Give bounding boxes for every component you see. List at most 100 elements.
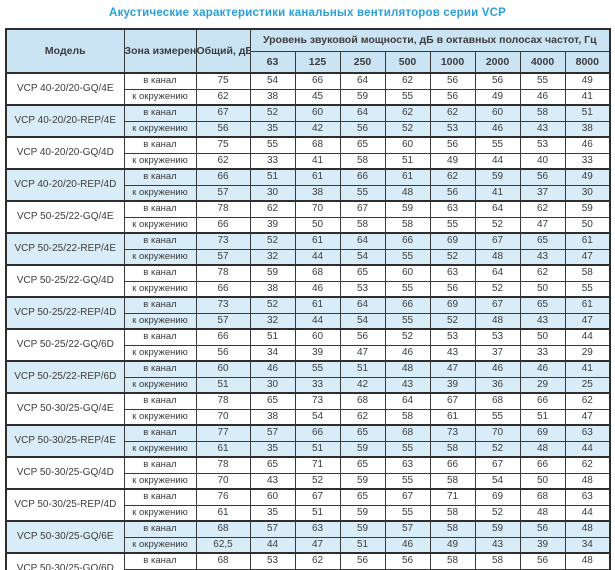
total-cell: 75 xyxy=(195,136,251,154)
band-cell: 48 xyxy=(474,248,521,266)
band-cell: 35 xyxy=(249,504,296,522)
zone-cell-to-ambient: к окружению xyxy=(123,280,197,298)
band-cell: 56 xyxy=(519,520,566,538)
table-row: VCP 50-25/22-REP/4E в канал 73 52 61 64 66 69 67… xyxy=(5,232,611,266)
total-cell: 78 xyxy=(195,264,251,282)
band-cell: 46 xyxy=(564,136,611,154)
band-cell: 48 xyxy=(564,520,611,538)
band-cell: 66 xyxy=(384,232,431,250)
band-cell: 64 xyxy=(339,104,386,122)
band-cell: 51 xyxy=(339,536,386,554)
table-row: VCP 50-25/22-GQ/4D в канал 78 59 68 65 60 63 64 6… xyxy=(5,264,611,298)
band-cell: 63 xyxy=(564,488,611,506)
band-cell: 56 xyxy=(429,88,476,106)
band-cell: 53 xyxy=(519,136,566,154)
band-cell: 55 xyxy=(384,280,431,298)
band-cell: 51 xyxy=(564,104,611,122)
band-cell: 66 xyxy=(294,424,341,442)
zone-cell-to-ambient: к окружению xyxy=(123,248,197,266)
band-cell: 51 xyxy=(249,168,296,186)
band-cell: 55 xyxy=(384,88,431,106)
zone-cell-in-duct: в канал xyxy=(123,200,197,218)
band-cell: 59 xyxy=(474,168,521,186)
band-cell: 58 xyxy=(519,104,566,122)
total-cell: 60 xyxy=(195,360,251,378)
band-cell: 34 xyxy=(249,344,296,362)
band-cell: 42 xyxy=(339,376,386,394)
zone-cell-to-ambient: к окружению xyxy=(123,472,197,490)
table-row: VCP 50-25/22-GQ/4E в канал 78 62 70 67 59 63 64 6… xyxy=(5,200,611,234)
band-cell: 53 xyxy=(429,328,476,346)
band-cell: 48 xyxy=(474,312,521,330)
band-cell: 66 xyxy=(384,296,431,314)
band-cell: 65 xyxy=(339,136,386,154)
band-cell: 44 xyxy=(249,536,296,554)
table-row: VCP 40-20/20-REP/4D в канал 66 51 61 66 61 62 59… xyxy=(5,168,611,202)
band-cell: 55 xyxy=(474,136,521,154)
model-cell: VCP 50-25/22-GQ/4E xyxy=(5,200,125,234)
band-cell: 58 xyxy=(384,408,431,426)
band-cell: 71 xyxy=(294,456,341,474)
zone-cell-in-duct: в канал xyxy=(123,552,197,570)
band-cell: 52 xyxy=(384,120,431,138)
table-row: к окружению 62,5 44 47 51 46 49 43 39 34 xyxy=(6,536,611,554)
zone-cell-to-ambient: к окружению xyxy=(123,312,197,330)
total-cell: 66 xyxy=(195,280,251,298)
band-cell: 54 xyxy=(294,408,341,426)
band-cell: 33 xyxy=(564,152,611,170)
band-cell: 46 xyxy=(474,120,521,138)
model-cell: VCP 50-25/22-GQ/6D xyxy=(5,328,125,362)
band-cell: 44 xyxy=(294,312,341,330)
band-cell: 61 xyxy=(564,232,611,250)
zone-cell-to-ambient: к окружению xyxy=(123,120,197,138)
band-cell: 66 xyxy=(429,456,476,474)
band-cell: 58 xyxy=(429,504,476,522)
table-row: VCP 40-20/20-REP/4E в канал 67 52 60 64 62 62 60… xyxy=(5,104,611,138)
band-cell: 62 xyxy=(519,264,566,282)
table-row: VCP 50-30/25-GQ/4E в канал 78 65 73 68 64 67 68 6… xyxy=(5,392,611,426)
band-cell: 49 xyxy=(429,152,476,170)
band-cell: 43 xyxy=(429,344,476,362)
band-cell: 44 xyxy=(564,440,611,458)
zone-cell-in-duct: в канал xyxy=(123,232,197,250)
band-cell: 69 xyxy=(429,296,476,314)
band-cell: 54 xyxy=(339,312,386,330)
band-cell: 62 xyxy=(429,104,476,122)
band-cell: 53 xyxy=(474,328,521,346)
band-cell: 59 xyxy=(339,504,386,522)
band-cell: 63 xyxy=(429,200,476,218)
table-row: VCP 50-30/25-GQ/4D в канал 78 65 71 65 63 66 67 6… xyxy=(5,456,611,490)
band-cell: 48 xyxy=(519,440,566,458)
band-cell: 50 xyxy=(294,216,341,234)
table-row: VCP 40-20/20-GQ/4D в канал 75 55 68 65 60 56 55 5… xyxy=(5,136,611,170)
band-cell: 32 xyxy=(249,248,296,266)
band-cell: 56 xyxy=(339,120,386,138)
zone-cell-in-duct: в канал xyxy=(123,72,197,90)
band-cell: 46 xyxy=(294,280,341,298)
band-cell: 70 xyxy=(294,200,341,218)
band-cell: 58 xyxy=(339,216,386,234)
model-cell: VCP 50-30/25-GQ/6E xyxy=(5,520,125,554)
zone-cell-to-ambient: к окружению xyxy=(123,536,197,554)
zone-cell-in-duct: в канал xyxy=(123,424,197,442)
total-cell: 62 xyxy=(195,152,251,170)
model-cell: VCP 40-20/20-REP/4E xyxy=(5,104,125,138)
band-cell: 60 xyxy=(249,488,296,506)
band-cell: 56 xyxy=(339,328,386,346)
zone-cell-in-duct: в канал xyxy=(123,104,197,122)
band-cell: 44 xyxy=(564,328,611,346)
band-cell: 41 xyxy=(474,184,521,202)
band-cell: 68 xyxy=(294,264,341,282)
col-header-freq-125: 125 xyxy=(294,51,341,74)
band-cell: 58 xyxy=(429,472,476,490)
band-cell: 39 xyxy=(294,344,341,362)
band-cell: 53 xyxy=(249,552,296,570)
band-cell: 57 xyxy=(249,520,296,538)
total-cell: 66 xyxy=(195,168,251,186)
band-cell: 56 xyxy=(474,72,521,90)
band-cell: 52 xyxy=(384,328,431,346)
band-cell: 41 xyxy=(294,152,341,170)
band-cell: 49 xyxy=(564,168,611,186)
total-cell: 73 xyxy=(195,296,251,314)
band-cell: 56 xyxy=(429,280,476,298)
